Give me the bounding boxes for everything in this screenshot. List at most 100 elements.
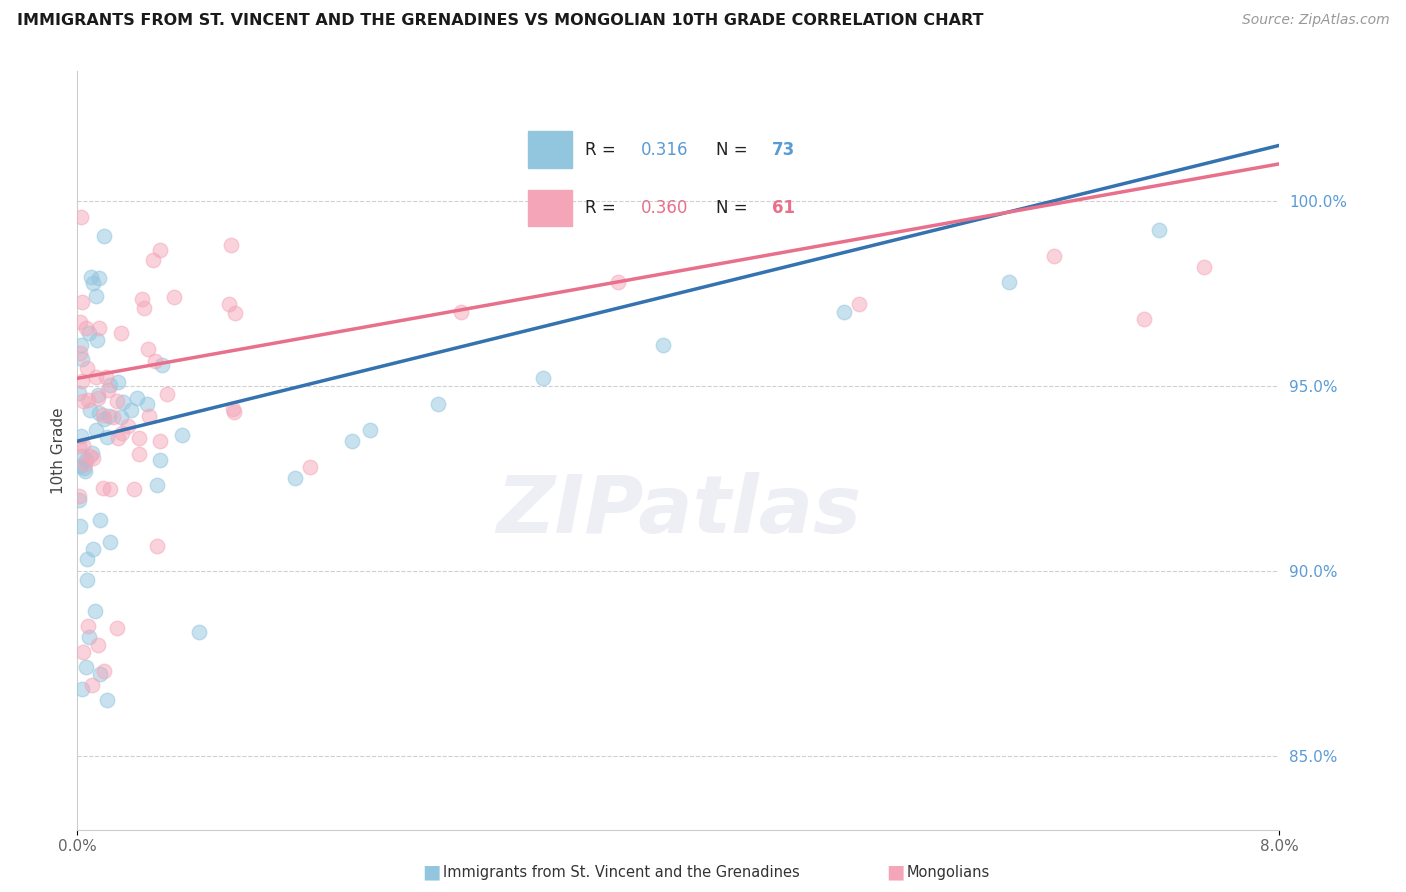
Point — [93, 664, 115, 678]
Point — [219, 238, 242, 252]
Point — [72, 393, 94, 408]
Point — [98, 482, 121, 496]
Point — [172, 428, 194, 442]
Point — [86, 423, 108, 437]
Point — [218, 297, 240, 311]
Point — [98, 409, 121, 423]
Point — [450, 305, 472, 319]
Point — [110, 326, 132, 340]
Point — [69, 429, 91, 443]
Point — [70, 681, 93, 696]
Point — [222, 401, 245, 416]
Point — [142, 253, 165, 268]
Point — [72, 645, 94, 659]
Point — [107, 431, 129, 445]
Point — [94, 370, 117, 384]
Point — [427, 397, 450, 411]
Point — [79, 326, 101, 341]
Point — [98, 377, 121, 392]
Point — [1194, 260, 1216, 275]
Point — [87, 638, 110, 652]
Point — [70, 210, 93, 224]
Point — [82, 678, 104, 692]
Point — [87, 320, 110, 334]
Y-axis label: 10th Grade: 10th Grade — [51, 407, 66, 494]
Point — [531, 371, 554, 385]
Point — [69, 338, 91, 352]
Point — [132, 301, 155, 315]
Point — [145, 539, 167, 553]
Point — [284, 471, 307, 485]
Point — [82, 450, 104, 465]
Point — [149, 243, 172, 257]
Point — [1043, 249, 1066, 263]
Point — [117, 419, 139, 434]
Point — [93, 412, 115, 426]
Point — [111, 425, 134, 440]
Point — [832, 305, 855, 319]
Text: IMMIGRANTS FROM ST. VINCENT AND THE GRENADINES VS MONGOLIAN 10TH GRADE CORRELATI: IMMIGRANTS FROM ST. VINCENT AND THE GREN… — [17, 13, 983, 29]
Point — [87, 406, 110, 420]
Point — [224, 404, 246, 418]
Point — [76, 619, 98, 633]
Point — [67, 493, 90, 508]
Point — [75, 660, 97, 674]
Text: ZIPatlas: ZIPatlas — [496, 472, 860, 550]
Point — [82, 277, 104, 291]
Point — [112, 395, 135, 409]
Point — [149, 452, 172, 467]
Point — [156, 387, 179, 401]
Point — [70, 352, 93, 367]
Point — [79, 403, 101, 417]
Point — [89, 513, 111, 527]
Point — [998, 275, 1021, 289]
Point — [96, 693, 118, 707]
Point — [67, 489, 90, 503]
Point — [97, 383, 120, 397]
Point — [72, 449, 94, 463]
Text: Immigrants from St. Vincent and the Grenadines: Immigrants from St. Vincent and the Gren… — [443, 865, 800, 880]
Point — [135, 397, 157, 411]
Point — [67, 386, 90, 401]
Point — [103, 410, 125, 425]
Point — [75, 452, 97, 467]
Point — [73, 464, 96, 478]
Text: Mongolians: Mongolians — [907, 865, 990, 880]
Point — [69, 458, 91, 473]
Point — [76, 552, 98, 566]
Point — [150, 358, 173, 372]
Point — [67, 439, 90, 453]
Point — [70, 294, 93, 309]
Text: Source: ZipAtlas.com: Source: ZipAtlas.com — [1241, 13, 1389, 28]
Point — [146, 478, 169, 492]
Point — [79, 450, 101, 464]
Point — [93, 228, 115, 243]
Point — [131, 292, 153, 306]
Point — [75, 458, 97, 472]
Point — [110, 409, 132, 424]
Point — [120, 403, 142, 417]
Point — [143, 353, 166, 368]
Point — [89, 271, 111, 285]
Point — [75, 321, 97, 335]
Point — [84, 370, 107, 384]
Point — [105, 621, 128, 635]
Point — [107, 375, 129, 389]
Point — [359, 423, 381, 437]
Point — [76, 361, 98, 376]
Point — [138, 409, 160, 423]
Point — [340, 434, 363, 448]
Point — [224, 306, 246, 320]
Point — [96, 430, 118, 444]
Point — [87, 391, 110, 405]
Point — [98, 535, 121, 549]
Point — [77, 393, 100, 408]
Point — [72, 438, 94, 452]
Point — [69, 519, 91, 533]
Point — [136, 342, 159, 356]
Point — [163, 290, 186, 304]
Point — [127, 391, 149, 405]
Point — [84, 604, 107, 618]
Point — [128, 447, 150, 461]
Point — [188, 624, 211, 639]
